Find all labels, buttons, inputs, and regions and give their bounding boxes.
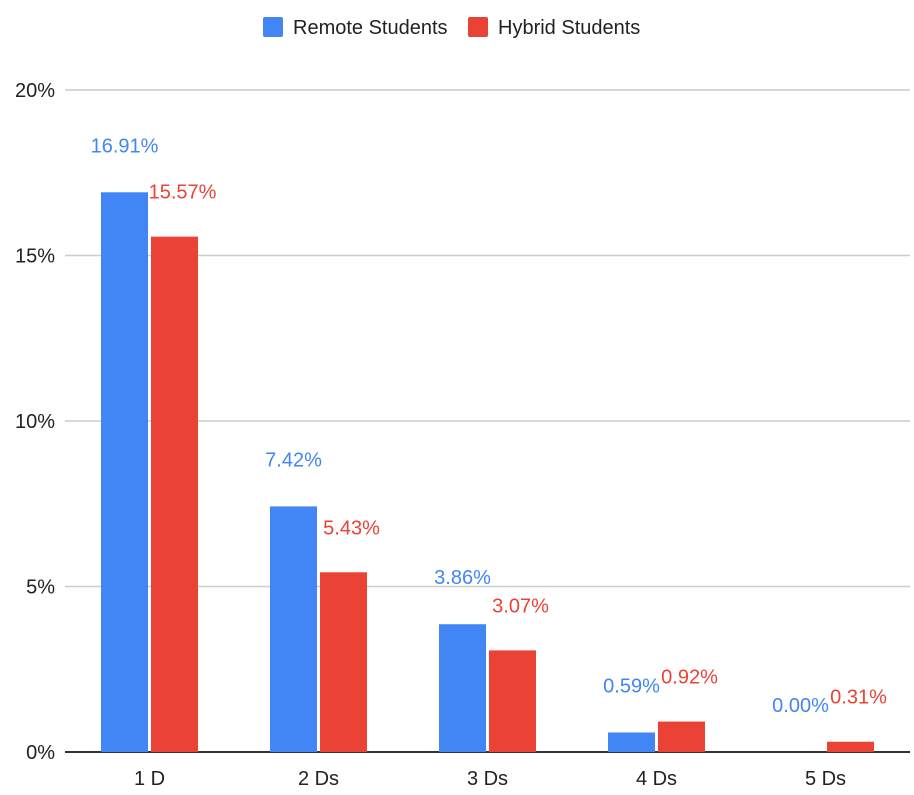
- bar-hybrid-students[interactable]: [489, 650, 536, 752]
- x-tick-label: 2 Ds: [298, 768, 339, 790]
- legend: Remote Students Hybrid Students: [263, 17, 640, 39]
- data-label-remote-students: 7.42%: [265, 449, 322, 471]
- y-tick-label: 10%: [15, 411, 55, 433]
- data-label-remote-students: 16.91%: [91, 135, 159, 157]
- legend-swatch: [468, 17, 488, 37]
- legend-label: Remote Students: [293, 17, 448, 39]
- x-tick-label: 4 Ds: [636, 768, 677, 790]
- bars: [101, 192, 874, 753]
- x-tick-label: 3 Ds: [467, 768, 508, 790]
- bar-remote-students[interactable]: [608, 732, 655, 752]
- y-tick-label: 20%: [15, 80, 55, 102]
- y-tick-label: 15%: [15, 246, 55, 268]
- bar-hybrid-students[interactable]: [320, 572, 367, 752]
- data-label-remote-students: 0.00%: [772, 695, 829, 717]
- y-tick-label: 0%: [26, 742, 55, 764]
- data-label-hybrid-students: 3.07%: [492, 595, 549, 617]
- bar-hybrid-students[interactable]: [151, 236, 198, 752]
- data-label-remote-students: 0.59%: [603, 675, 660, 697]
- data-label-hybrid-students: 15.57%: [149, 182, 217, 204]
- data-labels: 16.91% 15.57% 7.42% 5.43% 3.86%3.07% 0.59% 0.9…: [91, 135, 887, 717]
- x-tick-label: 1 D: [134, 768, 165, 790]
- bar-remote-students[interactable]: [270, 506, 317, 752]
- data-label-hybrid-students: 0.31%: [830, 687, 887, 709]
- bar-remote-students[interactable]: [439, 624, 486, 752]
- legend-label: Hybrid Students: [498, 17, 640, 39]
- x-tick-label: 5 Ds: [805, 768, 846, 790]
- bar-remote-students[interactable]: [101, 192, 148, 753]
- legend-swatch: [263, 17, 283, 37]
- bar-hybrid-students[interactable]: [658, 721, 705, 752]
- gridlines: [65, 89, 910, 753]
- x-axis-ticks: 1 D 2 Ds 3 Ds 4 Ds 5 Ds: [134, 768, 846, 790]
- y-tick-label: 5%: [26, 577, 55, 599]
- data-label-remote-students: 3.86%: [434, 567, 491, 589]
- y-axis-ticks: 0% 5% 10% 15% 20%: [15, 80, 55, 764]
- data-label-hybrid-students: 5.43%: [323, 517, 380, 539]
- data-label-hybrid-students: 0.92%: [661, 667, 718, 689]
- bar-hybrid-students[interactable]: [827, 741, 874, 752]
